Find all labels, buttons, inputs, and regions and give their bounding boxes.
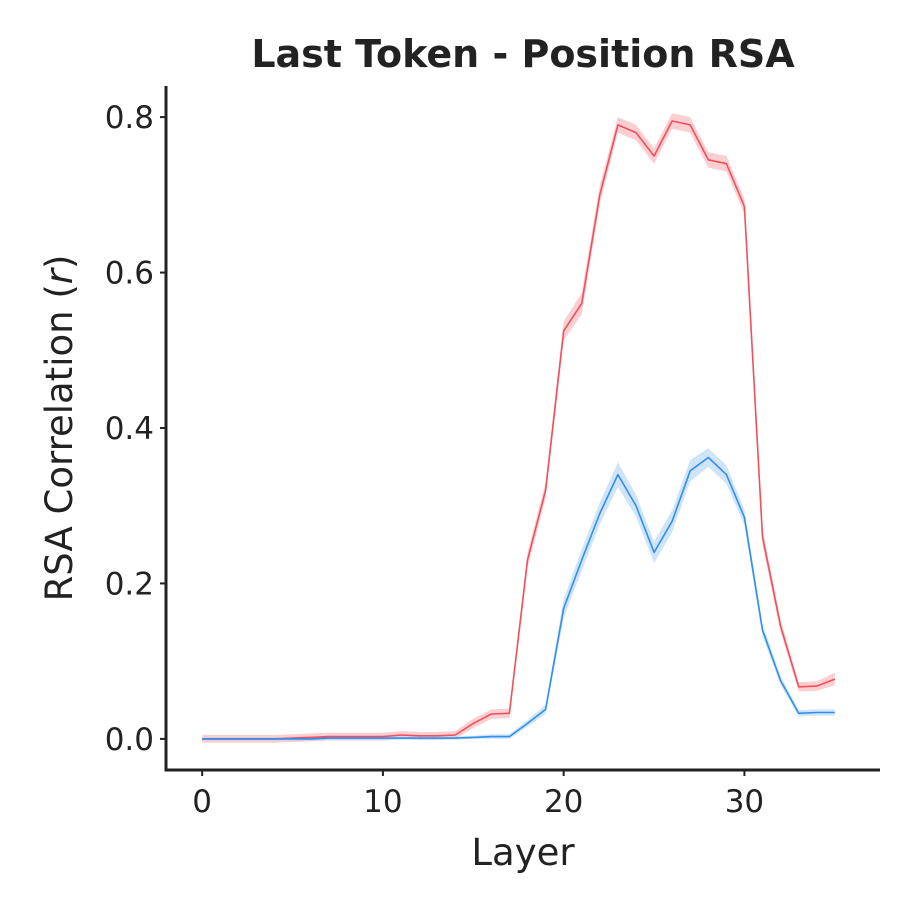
y-axis-ticks: 0.0 0.2 0.4 0.6 0.8 [105,100,166,758]
x-axis-ticks: 0 10 20 30 [192,770,764,820]
x-tick-label: 20 [544,784,583,820]
y-axis-label-main: RSA Correlation ( [38,284,81,601]
confidence-bands [202,113,835,743]
y-tick-label: 0.0 [105,722,154,758]
x-tick-label: 30 [725,784,764,820]
series-2-line [202,456,835,740]
series-2-confidence-band [202,448,835,741]
x-axis-label: Layer [471,831,575,874]
series-1-line [202,120,836,740]
y-tick-label: 0.4 [105,411,154,447]
x-tick-label: 10 [363,784,402,820]
y-tick-label: 0.6 [105,256,154,292]
y-tick-label: 0.8 [105,100,154,136]
y-axis-label-variable: r [38,266,81,284]
chart-title: Last Token - Position RSA [251,32,795,76]
x-tick-label: 0 [192,784,212,820]
plot-area [202,113,836,743]
y-axis-label: RSA Correlation (r) [38,255,81,602]
series-lines [202,120,836,740]
y-tick-label: 0.2 [105,566,154,602]
series-1-confidence-band [202,113,835,743]
y-axis-label-end: ) [38,255,81,269]
